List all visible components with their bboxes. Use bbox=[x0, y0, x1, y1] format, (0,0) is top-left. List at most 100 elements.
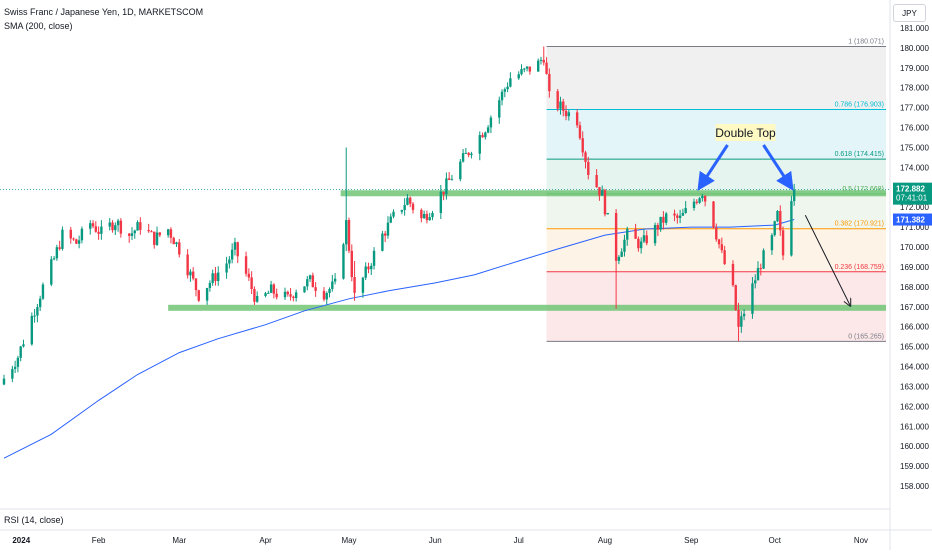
candle-body bbox=[50, 259, 53, 285]
candle-body bbox=[89, 223, 92, 229]
candle-body bbox=[664, 213, 668, 223]
currency-button[interactable]: JPY bbox=[893, 4, 926, 22]
sma-indicator-label[interactable]: SMA (200, close) bbox=[4, 21, 73, 31]
candle-body bbox=[639, 241, 643, 249]
time-tick-label: Feb bbox=[92, 536, 106, 545]
candle-body bbox=[539, 59, 543, 61]
time-tick-label: Mar bbox=[172, 536, 186, 545]
candle-body bbox=[345, 220, 348, 245]
candle-body bbox=[400, 209, 404, 212]
candle-body bbox=[217, 272, 220, 282]
fib-level-label: 0.236 (168.759) bbox=[835, 264, 884, 271]
candle-body bbox=[498, 100, 501, 118]
candle-body bbox=[230, 249, 234, 260]
candle-body bbox=[75, 239, 78, 244]
double-top-arrow-2 bbox=[762, 144, 794, 191]
rsi-indicator-label[interactable]: RSI (14, close) bbox=[4, 515, 64, 525]
candle-body bbox=[286, 291, 289, 295]
candle-body bbox=[172, 237, 175, 245]
candle-body bbox=[637, 238, 640, 249]
candle-body bbox=[386, 222, 390, 236]
candle-body bbox=[678, 215, 682, 218]
price-tick-label: 164.000 bbox=[900, 363, 929, 372]
fib-level-label: 0.618 (174.415) bbox=[835, 151, 884, 158]
candle-body bbox=[673, 213, 676, 216]
candle-body bbox=[481, 135, 484, 138]
candle-body bbox=[773, 221, 776, 236]
price-tick-label: 177.000 bbox=[900, 104, 929, 113]
candle-body bbox=[116, 220, 120, 226]
candle-body bbox=[684, 207, 687, 213]
candle-body bbox=[61, 229, 64, 249]
price-tick-label: 170.000 bbox=[900, 243, 929, 252]
candle-body bbox=[559, 101, 562, 109]
price-tick-label: 174.000 bbox=[900, 163, 929, 172]
candle-body bbox=[264, 293, 267, 296]
candle-body bbox=[289, 294, 292, 297]
candle-body bbox=[562, 101, 565, 111]
candle-body bbox=[228, 259, 231, 264]
candle-body bbox=[620, 251, 623, 257]
candle-body bbox=[2, 378, 6, 385]
time-tick-label: May bbox=[341, 536, 356, 545]
candle-body bbox=[292, 296, 295, 298]
candle-body bbox=[41, 284, 45, 299]
candle-body bbox=[523, 68, 526, 70]
double-top-arrow-1 bbox=[697, 144, 729, 191]
candle-body bbox=[133, 230, 136, 234]
price-tick-label: 159.000 bbox=[900, 462, 929, 471]
candle-body bbox=[350, 250, 353, 278]
candle-body bbox=[715, 227, 718, 240]
candle-body bbox=[614, 213, 618, 261]
sma-price-tag: 171.382 bbox=[896, 216, 925, 225]
price-tick-label: 176.000 bbox=[900, 124, 929, 133]
candle-body bbox=[779, 211, 782, 231]
candle-body bbox=[548, 73, 551, 92]
candle-body bbox=[528, 66, 532, 72]
candle-body bbox=[731, 263, 735, 286]
price-tick-label: 161.000 bbox=[900, 422, 929, 431]
last-price-tag: 172.882 bbox=[896, 185, 925, 194]
candle-body bbox=[425, 213, 429, 221]
time-tick-label: Oct bbox=[768, 536, 781, 545]
candle-body bbox=[55, 247, 59, 259]
candle-body bbox=[303, 286, 306, 293]
candle-body bbox=[581, 138, 584, 153]
candle-body bbox=[52, 258, 56, 260]
price-tick-label: 180.000 bbox=[900, 44, 929, 53]
candle-body bbox=[450, 179, 454, 181]
support-bands-layer bbox=[168, 190, 887, 311]
candle-body bbox=[272, 284, 276, 294]
candle-body bbox=[567, 112, 571, 117]
candle-body bbox=[255, 295, 259, 302]
symbol-title[interactable]: Swiss Franc / Japanese Yen, 1D, MARKETSC… bbox=[4, 7, 204, 17]
candle-body bbox=[13, 366, 17, 369]
candle-body bbox=[467, 152, 470, 155]
sma-price-tag-bg bbox=[893, 213, 932, 226]
sma-200-line bbox=[3, 219, 795, 459]
candle-body bbox=[166, 229, 170, 236]
price-tick-label: 162.000 bbox=[900, 402, 929, 411]
candle-body bbox=[751, 283, 754, 314]
candle-body bbox=[776, 211, 779, 222]
candle-body bbox=[314, 287, 317, 291]
support-band-1 bbox=[168, 304, 887, 311]
candle-body bbox=[169, 229, 173, 238]
candle-body bbox=[136, 222, 139, 231]
candle-body bbox=[381, 233, 384, 251]
price-tick-label: 172.000 bbox=[900, 203, 929, 212]
time-tick-label: Sep bbox=[684, 536, 699, 545]
candle-body bbox=[406, 197, 409, 205]
candle-body bbox=[470, 153, 473, 155]
candle-body bbox=[194, 278, 198, 291]
double-top-label: Double Top bbox=[715, 126, 776, 140]
candle-body bbox=[322, 290, 326, 300]
candle-body bbox=[695, 201, 699, 203]
candle-body bbox=[16, 357, 20, 367]
candle-body bbox=[253, 288, 256, 302]
candle-body bbox=[409, 197, 412, 204]
candle-body bbox=[72, 238, 75, 240]
candle-body bbox=[342, 244, 345, 279]
